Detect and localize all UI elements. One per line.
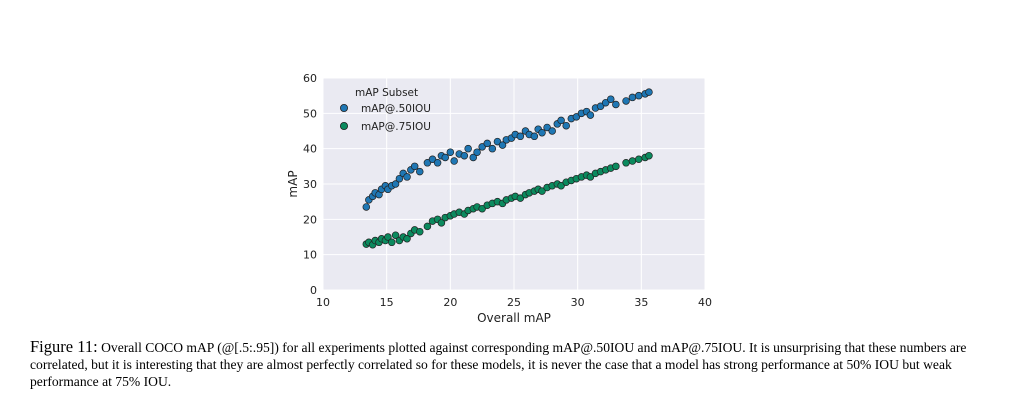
data-point-series-2 [557, 182, 565, 190]
data-point-series-1 [622, 97, 630, 105]
data-point-series-1 [478, 143, 486, 151]
data-point-series-1 [423, 159, 432, 167]
x-tick-label: 25 [507, 296, 521, 309]
data-point-series-2 [391, 231, 400, 239]
legend-label-series-2: mAP@.75IOU [361, 121, 431, 133]
caption-text: Overall COCO mAP (@[.5:.95]) for all exp… [30, 340, 967, 389]
data-point-series-1 [483, 139, 492, 148]
data-point-series-2 [538, 187, 546, 195]
y-tick-label: 50 [303, 107, 317, 120]
y-tick-label: 10 [303, 249, 317, 262]
data-point-series-1 [395, 174, 404, 183]
data-point-series-1 [516, 132, 525, 141]
data-point-series-1 [446, 148, 455, 156]
figure-caption: Figure 11: Overall COCO mAP (@[.5:.95]) … [30, 338, 980, 390]
data-point-series-1 [493, 137, 502, 146]
y-tick-label: 60 [303, 72, 317, 85]
data-point-series-2 [437, 219, 446, 227]
x-tick-label: 30 [571, 296, 585, 309]
data-point-series-2 [516, 194, 525, 202]
data-point-series-1 [572, 113, 581, 121]
data-point-series-1 [538, 129, 546, 137]
data-point-series-1 [596, 102, 605, 111]
data-point-series-2 [612, 162, 620, 171]
y-tick-label: 0 [310, 284, 317, 297]
data-point-series-1 [635, 91, 643, 100]
x-tick-label: 40 [698, 296, 712, 309]
data-point-series-1 [391, 180, 400, 188]
legend-title: mAP Subset [355, 87, 418, 99]
grid [322, 77, 706, 291]
data-point-series-1 [543, 123, 551, 132]
data-point-series-1 [362, 203, 371, 211]
data-point-series-1 [428, 155, 437, 164]
legend-label-series-1: mAP@.50IOU [361, 103, 431, 115]
data-point-series-2 [416, 227, 424, 236]
data-point-series-1 [601, 98, 610, 107]
data-point-series-2 [478, 204, 486, 213]
data-point-series-1 [441, 153, 449, 162]
data-point-series-1 [645, 88, 653, 96]
y-axis-label: mAP [286, 170, 300, 197]
data-point-series-1 [403, 173, 411, 181]
data-point-series-1 [488, 144, 497, 153]
data-points [362, 88, 653, 249]
x-tick-label: 20 [443, 296, 457, 309]
data-point-series-2 [622, 159, 630, 167]
data-point-series-1 [586, 111, 595, 119]
data-point-series-1 [410, 162, 419, 171]
data-point-series-2 [628, 157, 637, 165]
legend: mAP Subset mAP@.50IOU mAP@.75IOU [340, 87, 431, 133]
x-tick-label: 15 [380, 296, 394, 309]
caption-label: Figure 11: [30, 337, 98, 356]
data-point-series-1 [460, 151, 469, 160]
data-point-series-2 [635, 155, 643, 164]
data-point-series-1 [607, 95, 615, 103]
data-point-series-2 [645, 151, 653, 160]
data-point-series-1 [557, 116, 565, 125]
y-tick-label: 30 [303, 178, 317, 191]
legend-marker-series-1 [340, 104, 349, 113]
data-point-series-1 [450, 157, 458, 165]
data-point-series-1 [416, 167, 424, 176]
data-point-series-1 [530, 132, 539, 141]
data-point-series-1 [548, 127, 556, 135]
data-point-series-1 [612, 100, 620, 109]
data-point-series-2 [423, 222, 432, 231]
y-tick-label: 20 [303, 213, 317, 226]
data-point-series-1 [473, 148, 481, 156]
data-point-series-2 [403, 235, 411, 243]
x-tick-label: 10 [316, 296, 330, 309]
legend-marker-series-2 [340, 122, 349, 131]
data-point-series-1 [464, 144, 472, 153]
data-point-series-2 [384, 233, 392, 241]
y-tick-label: 40 [303, 143, 317, 156]
data-point-series-1 [498, 141, 507, 149]
data-point-series-1 [469, 153, 478, 162]
data-point-series-2 [388, 238, 396, 247]
data-point-series-2 [586, 173, 595, 181]
x-tick-label: 35 [634, 296, 648, 309]
data-point-series-1 [433, 159, 442, 167]
data-point-series-1 [562, 121, 570, 130]
data-point-series-1 [628, 93, 637, 102]
x-axis-label: Overall mAP [477, 311, 551, 325]
